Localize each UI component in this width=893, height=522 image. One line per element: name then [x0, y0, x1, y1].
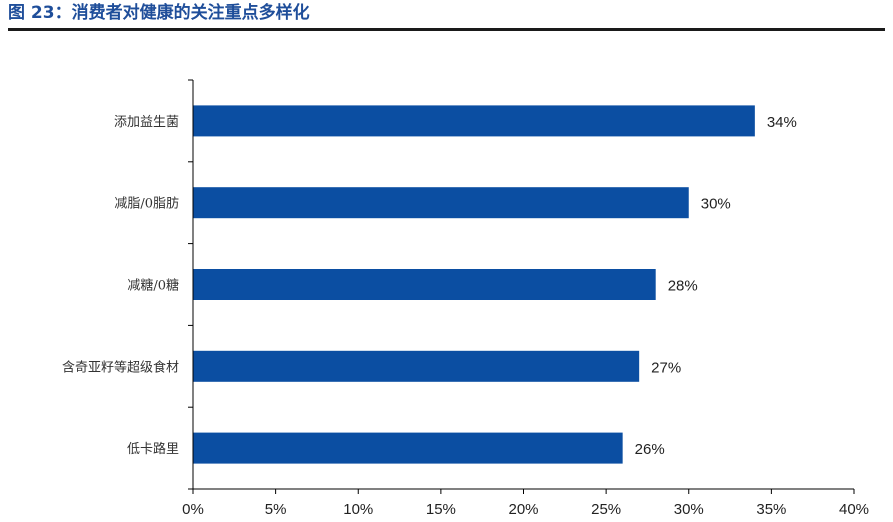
- data-label: 26%: [635, 441, 665, 458]
- figure-title: 图 23：消费者对健康的关注重点多样化: [8, 3, 310, 23]
- bar: [193, 187, 689, 219]
- x-tick-label: 40%: [839, 501, 869, 518]
- x-tick-label: 10%: [343, 501, 373, 518]
- x-tick-label: 25%: [591, 501, 621, 518]
- data-label: 30%: [701, 196, 731, 213]
- category-label: 减糖/0糖: [127, 278, 179, 294]
- category-label: 低卡路里: [127, 441, 179, 457]
- data-label: 27%: [651, 359, 681, 376]
- category-label: 含奇亚籽等超级食材: [62, 359, 179, 375]
- x-tick-label: 20%: [508, 501, 538, 518]
- bar: [193, 432, 623, 464]
- x-tick-label: 30%: [674, 501, 704, 518]
- labels-layer: 添加益生菌 34% 减脂/0脂肪 30% 减糖/0糖 28% 含奇亚籽等超级食材 27% 低卡路…: [62, 114, 869, 518]
- x-tick-label: 5%: [265, 501, 287, 518]
- data-label: 34%: [767, 114, 797, 131]
- title-divider: [8, 28, 885, 31]
- category-label: 添加益生菌: [114, 115, 179, 130]
- bar: [193, 105, 755, 137]
- bars-layer: [193, 105, 755, 464]
- x-tick-label: 0%: [182, 501, 204, 518]
- x-tick-label: 35%: [756, 501, 786, 518]
- bar: [193, 269, 656, 300]
- x-tick-label: 15%: [426, 501, 456, 518]
- category-label: 减脂/0脂肪: [114, 196, 179, 212]
- data-label: 28%: [668, 278, 698, 295]
- bar: [193, 350, 640, 382]
- axes-layer: [188, 79, 855, 494]
